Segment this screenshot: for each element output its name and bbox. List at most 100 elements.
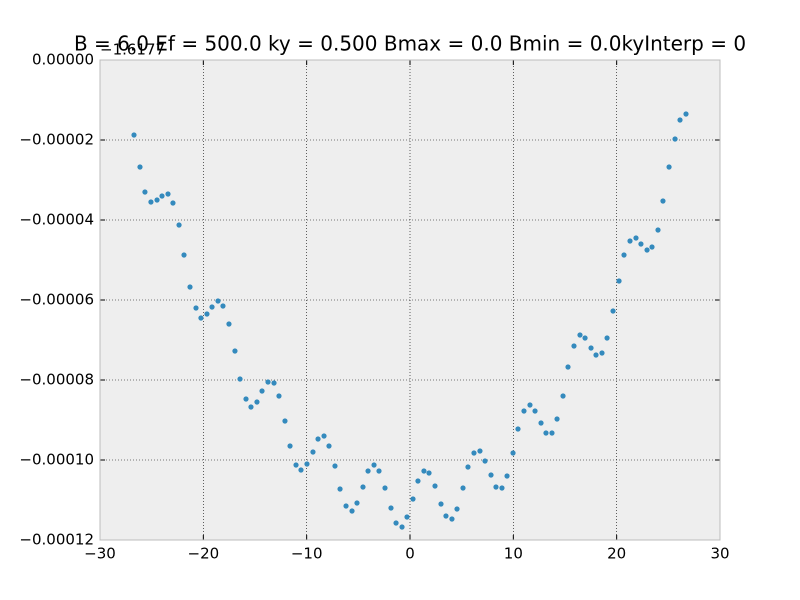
point [554,416,560,422]
point [232,348,238,354]
point [527,402,533,408]
point [582,335,588,341]
point [215,298,221,304]
point [460,485,466,491]
point [365,468,371,474]
point [504,473,510,479]
y-tick-label: −0.00010 [19,451,94,469]
point [454,506,460,512]
point [237,376,243,382]
point [655,227,661,233]
y-tick-label: −0.00012 [19,531,94,549]
point [543,430,549,436]
point [465,464,471,470]
point [376,468,382,474]
point [410,496,416,502]
plot-frame [99,59,721,541]
x-tick-label: −30 [84,545,116,563]
point [604,335,610,341]
point [399,524,405,530]
point [276,393,282,399]
point [515,426,521,432]
x-tick-label: −20 [188,545,220,563]
point [438,501,444,507]
y-tick-label: −0.00006 [19,291,94,309]
point [621,252,627,258]
y-tick-label: −0.00008 [19,371,94,389]
point [159,193,165,199]
point [649,244,655,250]
point [170,200,176,206]
point [672,136,678,142]
x-tick-label: 0 [405,545,415,563]
point [404,514,410,520]
point [660,198,666,204]
point [337,486,343,492]
point [226,321,232,327]
point [287,443,293,449]
point [137,164,143,170]
x-tick-label: 20 [607,545,626,563]
point [432,483,438,489]
point [181,252,187,258]
point [220,303,226,309]
point [666,164,672,170]
point [521,408,527,414]
point [193,305,199,311]
point [209,304,215,310]
point [633,235,639,241]
point [510,450,516,456]
point [165,191,171,197]
point [388,505,394,511]
point [304,461,310,467]
point [321,433,327,439]
point [421,468,427,474]
point [549,430,555,436]
point [326,443,332,449]
point [477,448,483,454]
point [482,458,488,464]
point [415,478,421,484]
point [627,238,633,244]
point [248,404,254,410]
point [571,343,577,349]
point [254,399,260,405]
chart-title: B = 6.0 Ef = 500.0 ky = 0.500 Bmax = 0.0… [74,32,746,56]
point [315,436,321,442]
point [449,516,455,522]
point [638,241,644,247]
x-tick-label: 10 [504,545,523,563]
point [532,408,538,414]
point [282,418,288,424]
x-tick-label: 30 [710,545,729,563]
offset-text: −1.6177 [100,41,165,59]
point [471,450,477,456]
y-tick-label: 0.00000 [32,51,94,69]
point [560,393,566,399]
point [499,485,505,491]
point [293,462,299,468]
point [332,463,338,469]
point [148,199,154,205]
point [243,396,249,402]
point [298,467,304,473]
point [259,388,265,394]
point [265,379,271,385]
point [577,332,583,338]
y-tick-label: −0.00004 [19,211,94,229]
point [360,484,366,490]
point [393,520,399,526]
point [204,311,210,317]
point [644,247,650,253]
point [593,352,599,358]
point [538,420,544,426]
point [354,500,360,506]
point [382,485,388,491]
y-tick-label: −0.00002 [19,131,94,149]
point [142,189,148,195]
point [371,462,377,468]
point [565,364,571,370]
point [349,508,355,514]
point [488,472,494,478]
